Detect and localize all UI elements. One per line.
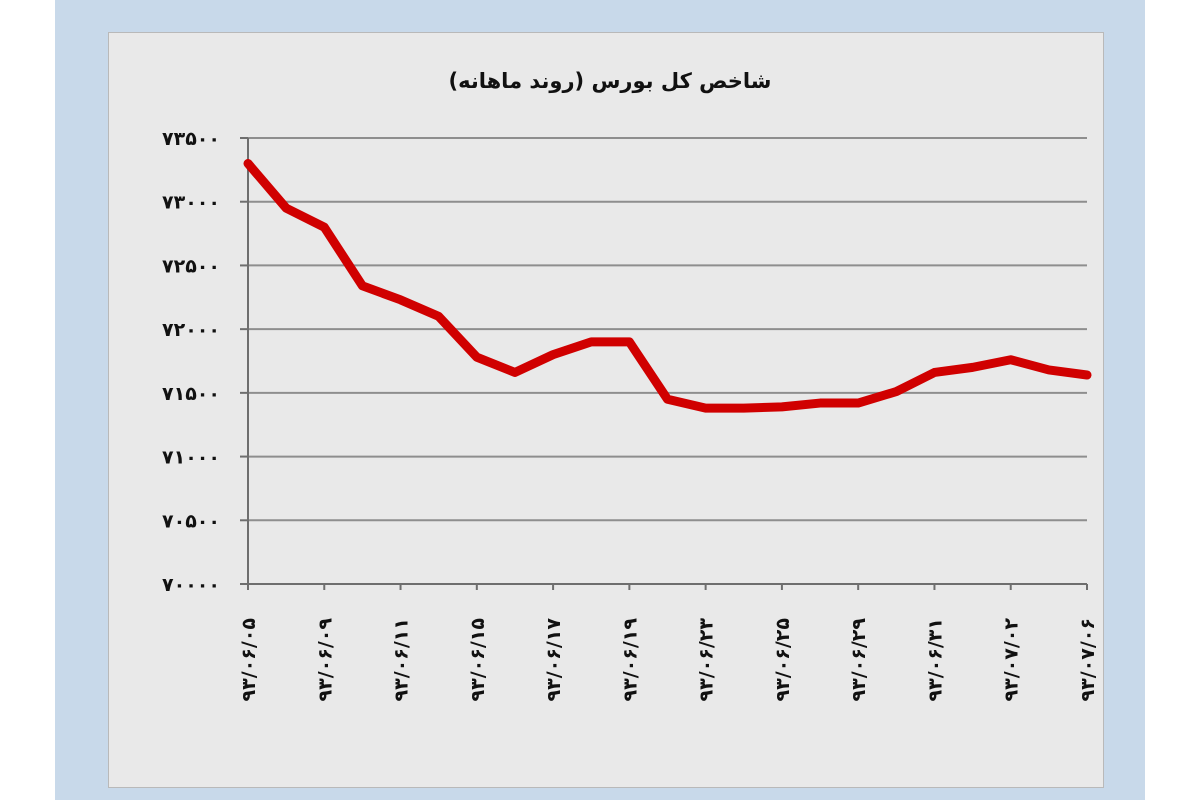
y-tick-label: ۷۱۰۰۰ [162,447,220,469]
data-point [247,162,249,164]
data-point [667,398,668,400]
data-point [361,285,363,287]
y-axis-ticks: ۷۰۰۰۰ ۷۰۵۰۰ ۷۱۰۰۰ ۷۱۵۰۰ ۷۲۰۰۰ ۷۲۵۰۰ ۷۳۰۰۰ ۷۳۵۰۰ [162,128,248,596]
data-point [972,366,974,368]
data-point [400,299,402,301]
x-tick-label: ۹۳/۰۶/۰۵ [238,618,260,702]
data-point [781,406,783,408]
x-tick-label: ۹۳/۰۶/۲۵ [772,618,794,702]
x-tick-label: ۹۳/۰۶/۰۹ [314,618,336,702]
x-tick-label: ۹۳/۰۶/۳۱ [924,618,946,701]
data-point [438,315,440,317]
data-point [743,407,745,409]
x-tick-label: ۹۳/۰۶/۲۹ [848,618,870,702]
data-point [1086,374,1088,376]
x-tick-label: ۹۳/۰۶/۱۷ [543,618,565,702]
data-point [628,341,630,343]
data-point [323,226,325,228]
y-tick-label: ۷۰۰۰۰ [162,574,220,596]
chart-panel [108,32,1104,788]
x-tick-label: ۹۳/۰۶/۱۱ [391,618,413,701]
data-point [857,402,859,404]
x-tick-label: ۹۳/۰۷/۰۲ [1001,618,1023,702]
data-point [285,207,287,209]
series-line [243,158,1092,413]
chart-title: شاخص کل بورس (روند ماهانه) [449,69,772,93]
x-tick-label: ۹۳/۰۷/۰۶ [1077,618,1099,701]
y-tick-label: ۷۳۰۰۰ [162,192,220,214]
axes [247,138,1087,585]
x-axis-ticks: ۹۳/۰۶/۰۵ ۹۳/۰۶/۰۹ ۹۳/۰۶/۱۱ ۹۳/۰۶/۱۵ ۹۳/۰۶/۱۷… [238,584,1099,701]
y-tick-label: ۷۲۵۰۰ [162,255,220,277]
x-tick-label: ۹۳/۰۶/۱۵ [467,618,489,702]
data-point [514,371,516,373]
data-point [819,402,821,404]
data-point [552,354,554,356]
y-tick-label: ۷۰۵۰۰ [162,510,220,532]
data-point [476,356,478,358]
series-layer [243,158,1092,413]
data-point [1048,369,1050,371]
y-tick-label: ۷۱۵۰۰ [162,383,220,405]
x-tick-label: ۹۳/۰۶/۱۹ [619,618,641,702]
data-point [1010,359,1012,361]
gridlines [248,137,1087,522]
data-point [895,391,897,393]
x-tick-label: ۹۳/۰۶/۲۳ [696,618,718,702]
data-point [705,407,707,409]
y-tick-label: ۷۲۰۰۰ [162,319,220,341]
y-tick-label: ۷۳۵۰۰ [162,128,220,150]
data-point [933,371,935,373]
data-point [590,341,592,343]
